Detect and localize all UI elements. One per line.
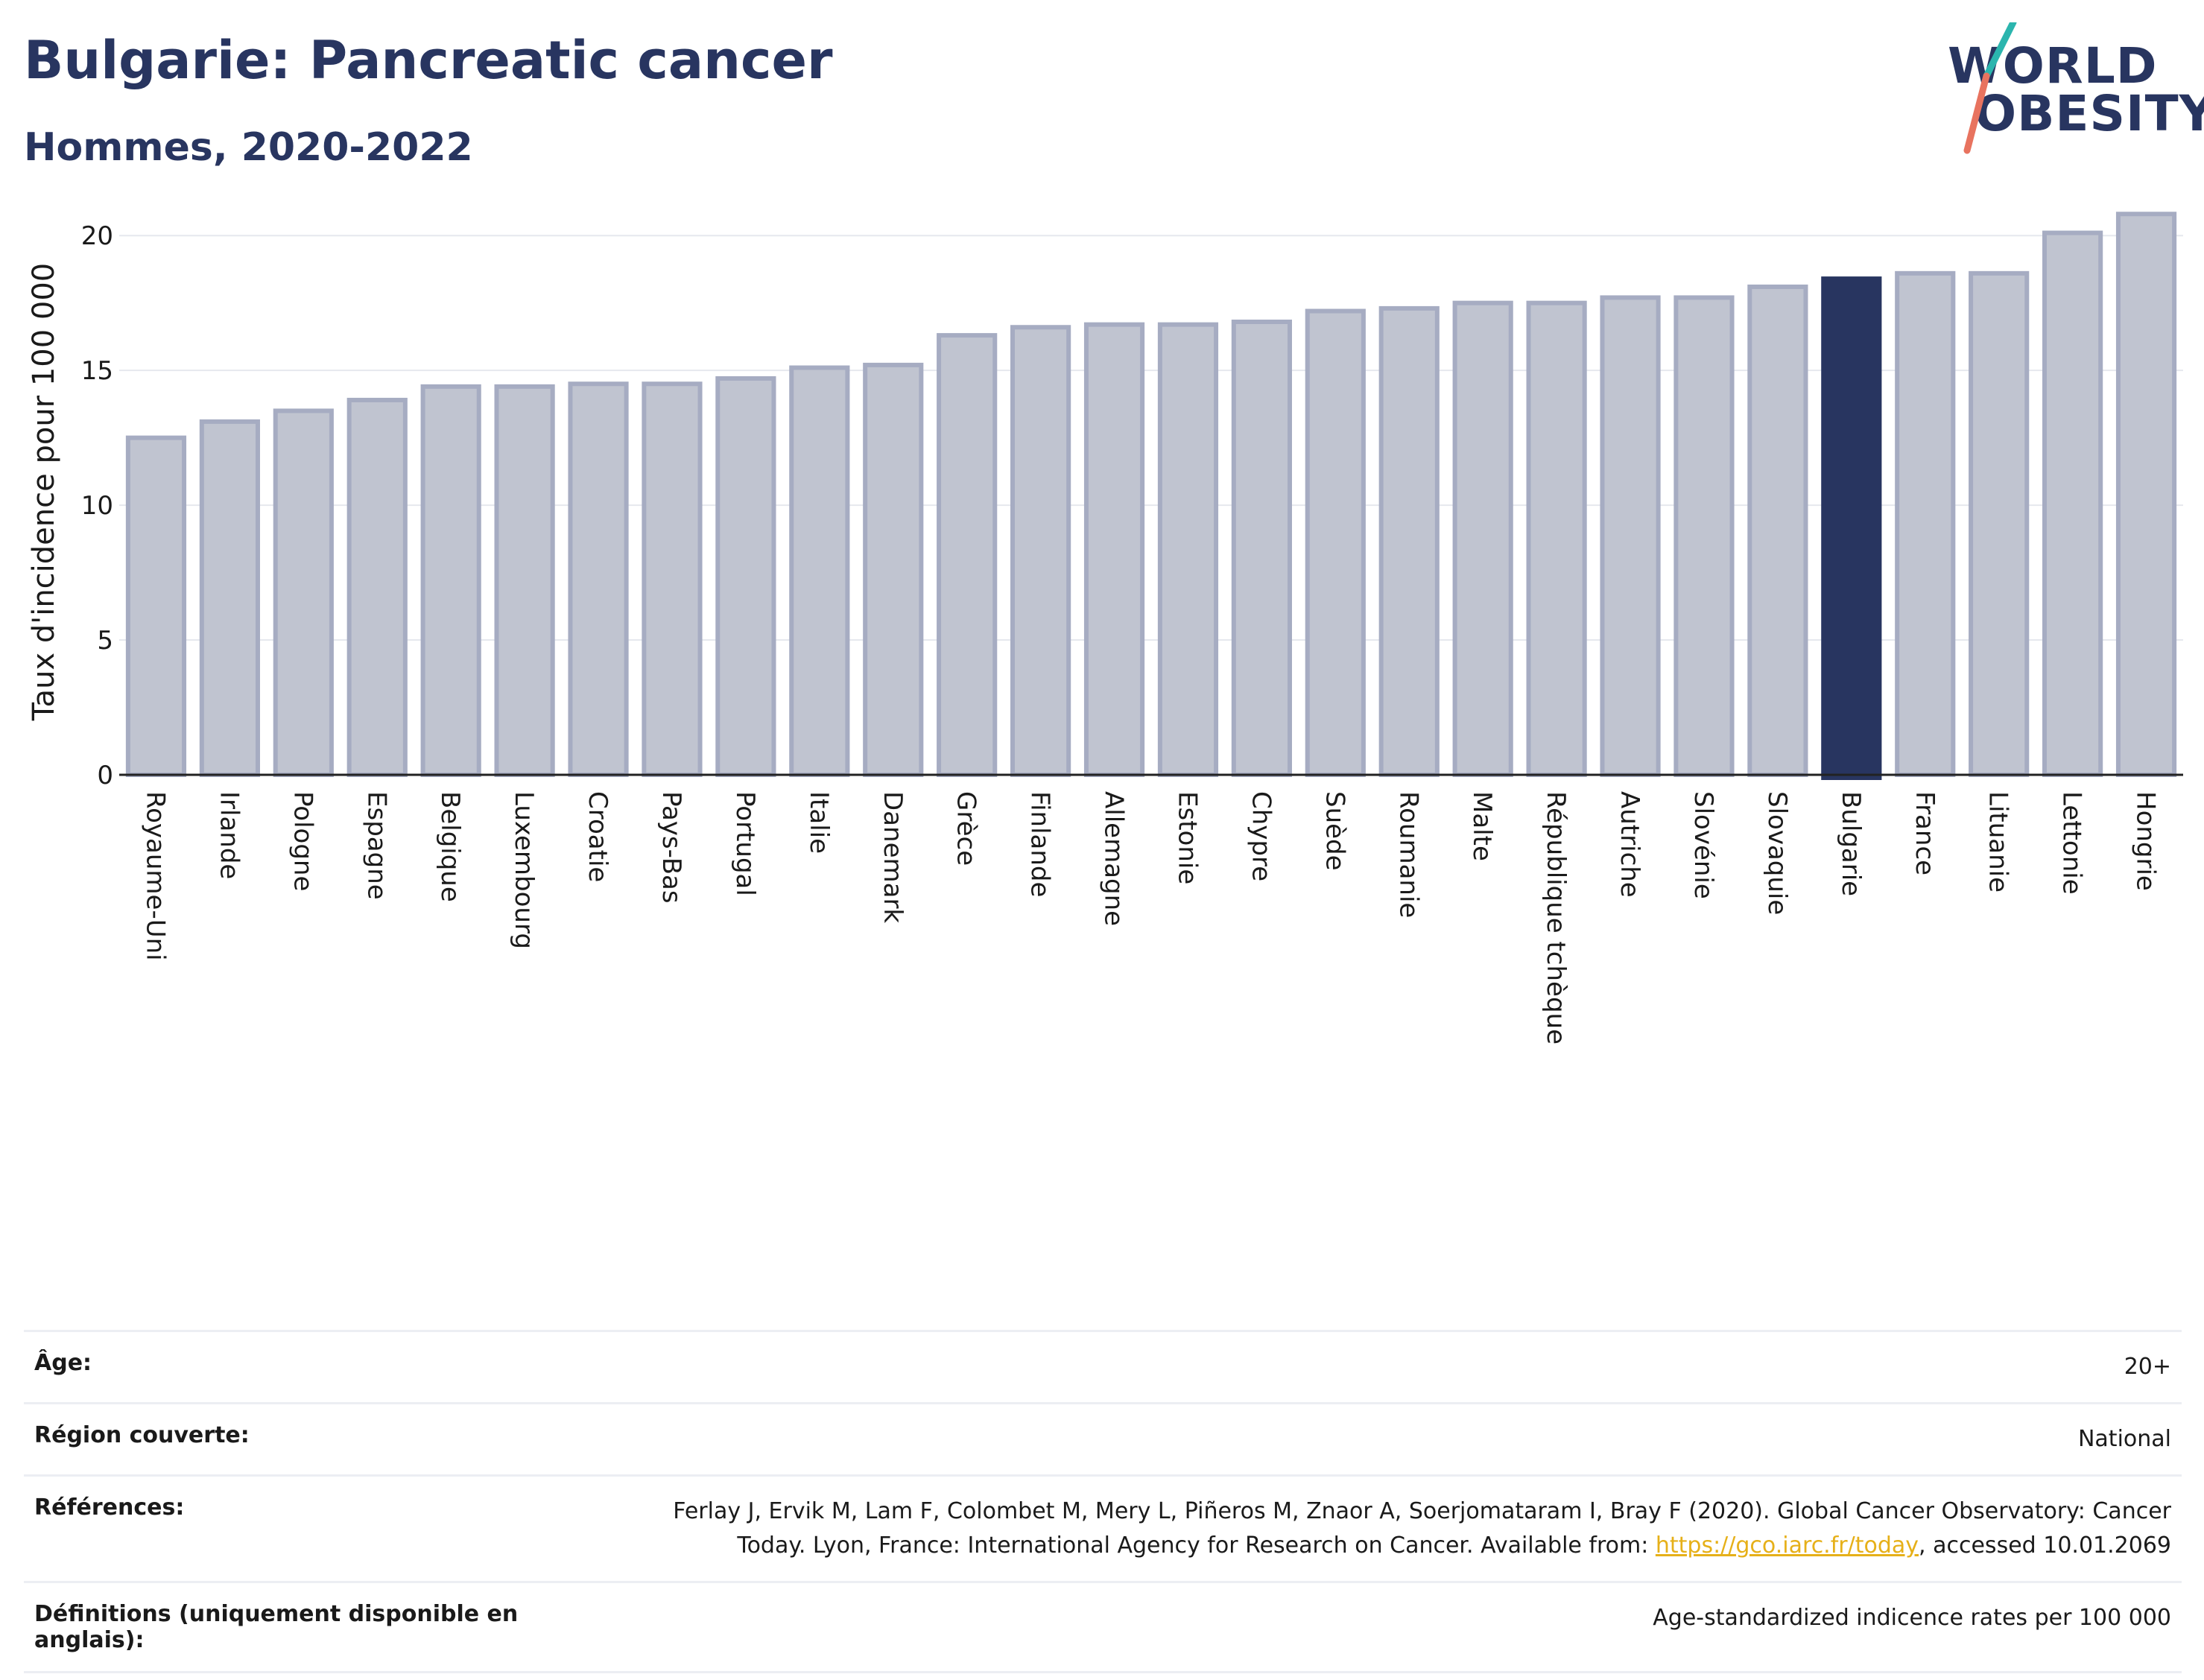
x-tick-label: Slovénie	[1688, 791, 1718, 899]
logo-line-2: OBESITY	[1975, 85, 2204, 142]
x-tick-label: Autriche	[1615, 791, 1644, 898]
x-tick-label: Royaume-Uni	[140, 791, 170, 961]
y-tick-label: 20	[81, 221, 113, 251]
bar-Finlande	[1010, 325, 1071, 777]
y-axis-label: Taux d'incidence pour 100 000	[27, 263, 61, 721]
x-tick-label: Pologne	[288, 791, 317, 891]
bar-Luxembourg	[494, 384, 555, 778]
bar-Autriche	[1600, 295, 1661, 777]
bar-chart: 0 5 10 15 20 Taux d'incidence pour 100 000 Roy…	[27, 212, 2183, 1045]
logo-slash-icon	[1963, 22, 2017, 154]
bar-Pays-Bas	[642, 381, 703, 777]
bar-Chypre	[1231, 320, 1292, 777]
bar-Belgique	[420, 384, 481, 778]
page-title: Bulgarie: Pancreatic cancer	[24, 30, 833, 91]
bar-Slovénie	[1673, 295, 1735, 777]
x-tick-label: Danemark	[878, 791, 908, 923]
bar-Hongrie	[2115, 212, 2177, 777]
bar-Lettonie	[2042, 230, 2103, 778]
x-tick-label: Grèce	[951, 791, 981, 866]
bar-Irlande	[199, 419, 260, 777]
references-value: Ferlay J, Ervik M, Lam F, Colombet M, Me…	[607, 1494, 2171, 1563]
x-tick-label: Chypre	[1246, 791, 1276, 881]
x-tick-label: Espagne	[361, 791, 391, 900]
x-tick-label: Italie	[804, 791, 834, 854]
page-subtitle: Hommes, 2020-2022	[24, 125, 473, 170]
y-tick-label: 15	[81, 356, 113, 386]
x-tick-label: Bulgarie	[1836, 791, 1866, 896]
meta-row-references: Références: Ferlay J, Ervik M, Lam F, Co…	[24, 1474, 2182, 1581]
references-label: Références:	[34, 1494, 185, 1521]
bar-Bulgarie	[1821, 276, 1882, 781]
x-tick-label: Roumanie	[1393, 791, 1423, 918]
x-tick-label: Finlande	[1025, 791, 1055, 897]
bar-Roumanie	[1378, 305, 1440, 777]
x-tick-label: Belgique	[435, 791, 465, 902]
references-link[interactable]: https://gco.iarc.fr/today	[1655, 1532, 1919, 1559]
x-tick-label: Slovaquie	[1762, 791, 1792, 915]
bar-France	[1895, 270, 1956, 778]
definitions-label: Définitions (uniquement disponible en an…	[34, 1601, 519, 1653]
region-value: National	[2077, 1426, 2171, 1452]
bar-Portugal	[715, 376, 776, 777]
bar-Croatie	[568, 381, 629, 777]
metadata-table: Âge: 20+ Région couverte: National Référ…	[24, 1330, 2182, 1673]
x-tick-label: Lituanie	[1983, 791, 2013, 893]
bar-Estonie	[1157, 322, 1219, 778]
x-tick-label: Croatie	[583, 791, 612, 882]
x-tick-label: Allemagne	[1099, 791, 1129, 926]
y-tick-label: 0	[97, 761, 113, 790]
meta-row-age: Âge: 20+	[24, 1330, 2182, 1402]
x-tick-label: Estonie	[1172, 791, 1202, 884]
bar-Pologne	[273, 408, 334, 777]
bar-Slovaquie	[1747, 284, 1808, 777]
bar-Grèce	[937, 333, 998, 778]
bar-Malte	[1452, 300, 1513, 777]
x-tick-label: Hongrie	[2131, 791, 2161, 891]
x-tick-label: Pays-Bas	[656, 791, 686, 904]
references-text: Ferlay J, Ervik M, Lam F, Colombet M, Me…	[673, 1498, 2171, 1559]
x-tick-label: Suède	[1320, 791, 1349, 871]
x-tick-label: Lettonie	[2057, 791, 2087, 895]
definitions-value: Age-standardized indicence rates per 100…	[1653, 1605, 2171, 1631]
world-obesity-logo: WORLD OBESITY	[1937, 22, 2204, 156]
meta-row-definitions: Définitions (uniquement disponible en an…	[24, 1581, 2182, 1673]
bar-République tchèque	[1526, 300, 1587, 777]
x-tick-label: Luxembourg	[509, 791, 539, 949]
x-tick-label: France	[1910, 791, 1939, 875]
bar-Italie	[789, 365, 850, 777]
bar-Lituanie	[1969, 270, 2030, 778]
meta-row-region: Région couverte: National	[24, 1402, 2182, 1474]
x-tick-label: République tchèque	[1541, 791, 1571, 1045]
bar-Espagne	[346, 397, 408, 777]
x-tick-label: Malte	[1467, 791, 1497, 861]
bar-Suède	[1305, 308, 1366, 777]
age-label: Âge:	[34, 1350, 92, 1376]
y-tick-label: 5	[97, 626, 113, 656]
age-value: 20+	[2124, 1354, 2171, 1380]
x-tick-label: Portugal	[730, 791, 760, 896]
bar-Royaume-Uni	[125, 435, 187, 777]
references-suffix: , accessed 10.01.2069	[1919, 1532, 2171, 1559]
region-label: Région couverte:	[34, 1422, 250, 1448]
bar-Allemagne	[1083, 322, 1145, 778]
y-tick-label: 10	[81, 491, 113, 521]
x-tick-label: Irlande	[214, 791, 244, 879]
bar-Danemark	[863, 362, 924, 777]
